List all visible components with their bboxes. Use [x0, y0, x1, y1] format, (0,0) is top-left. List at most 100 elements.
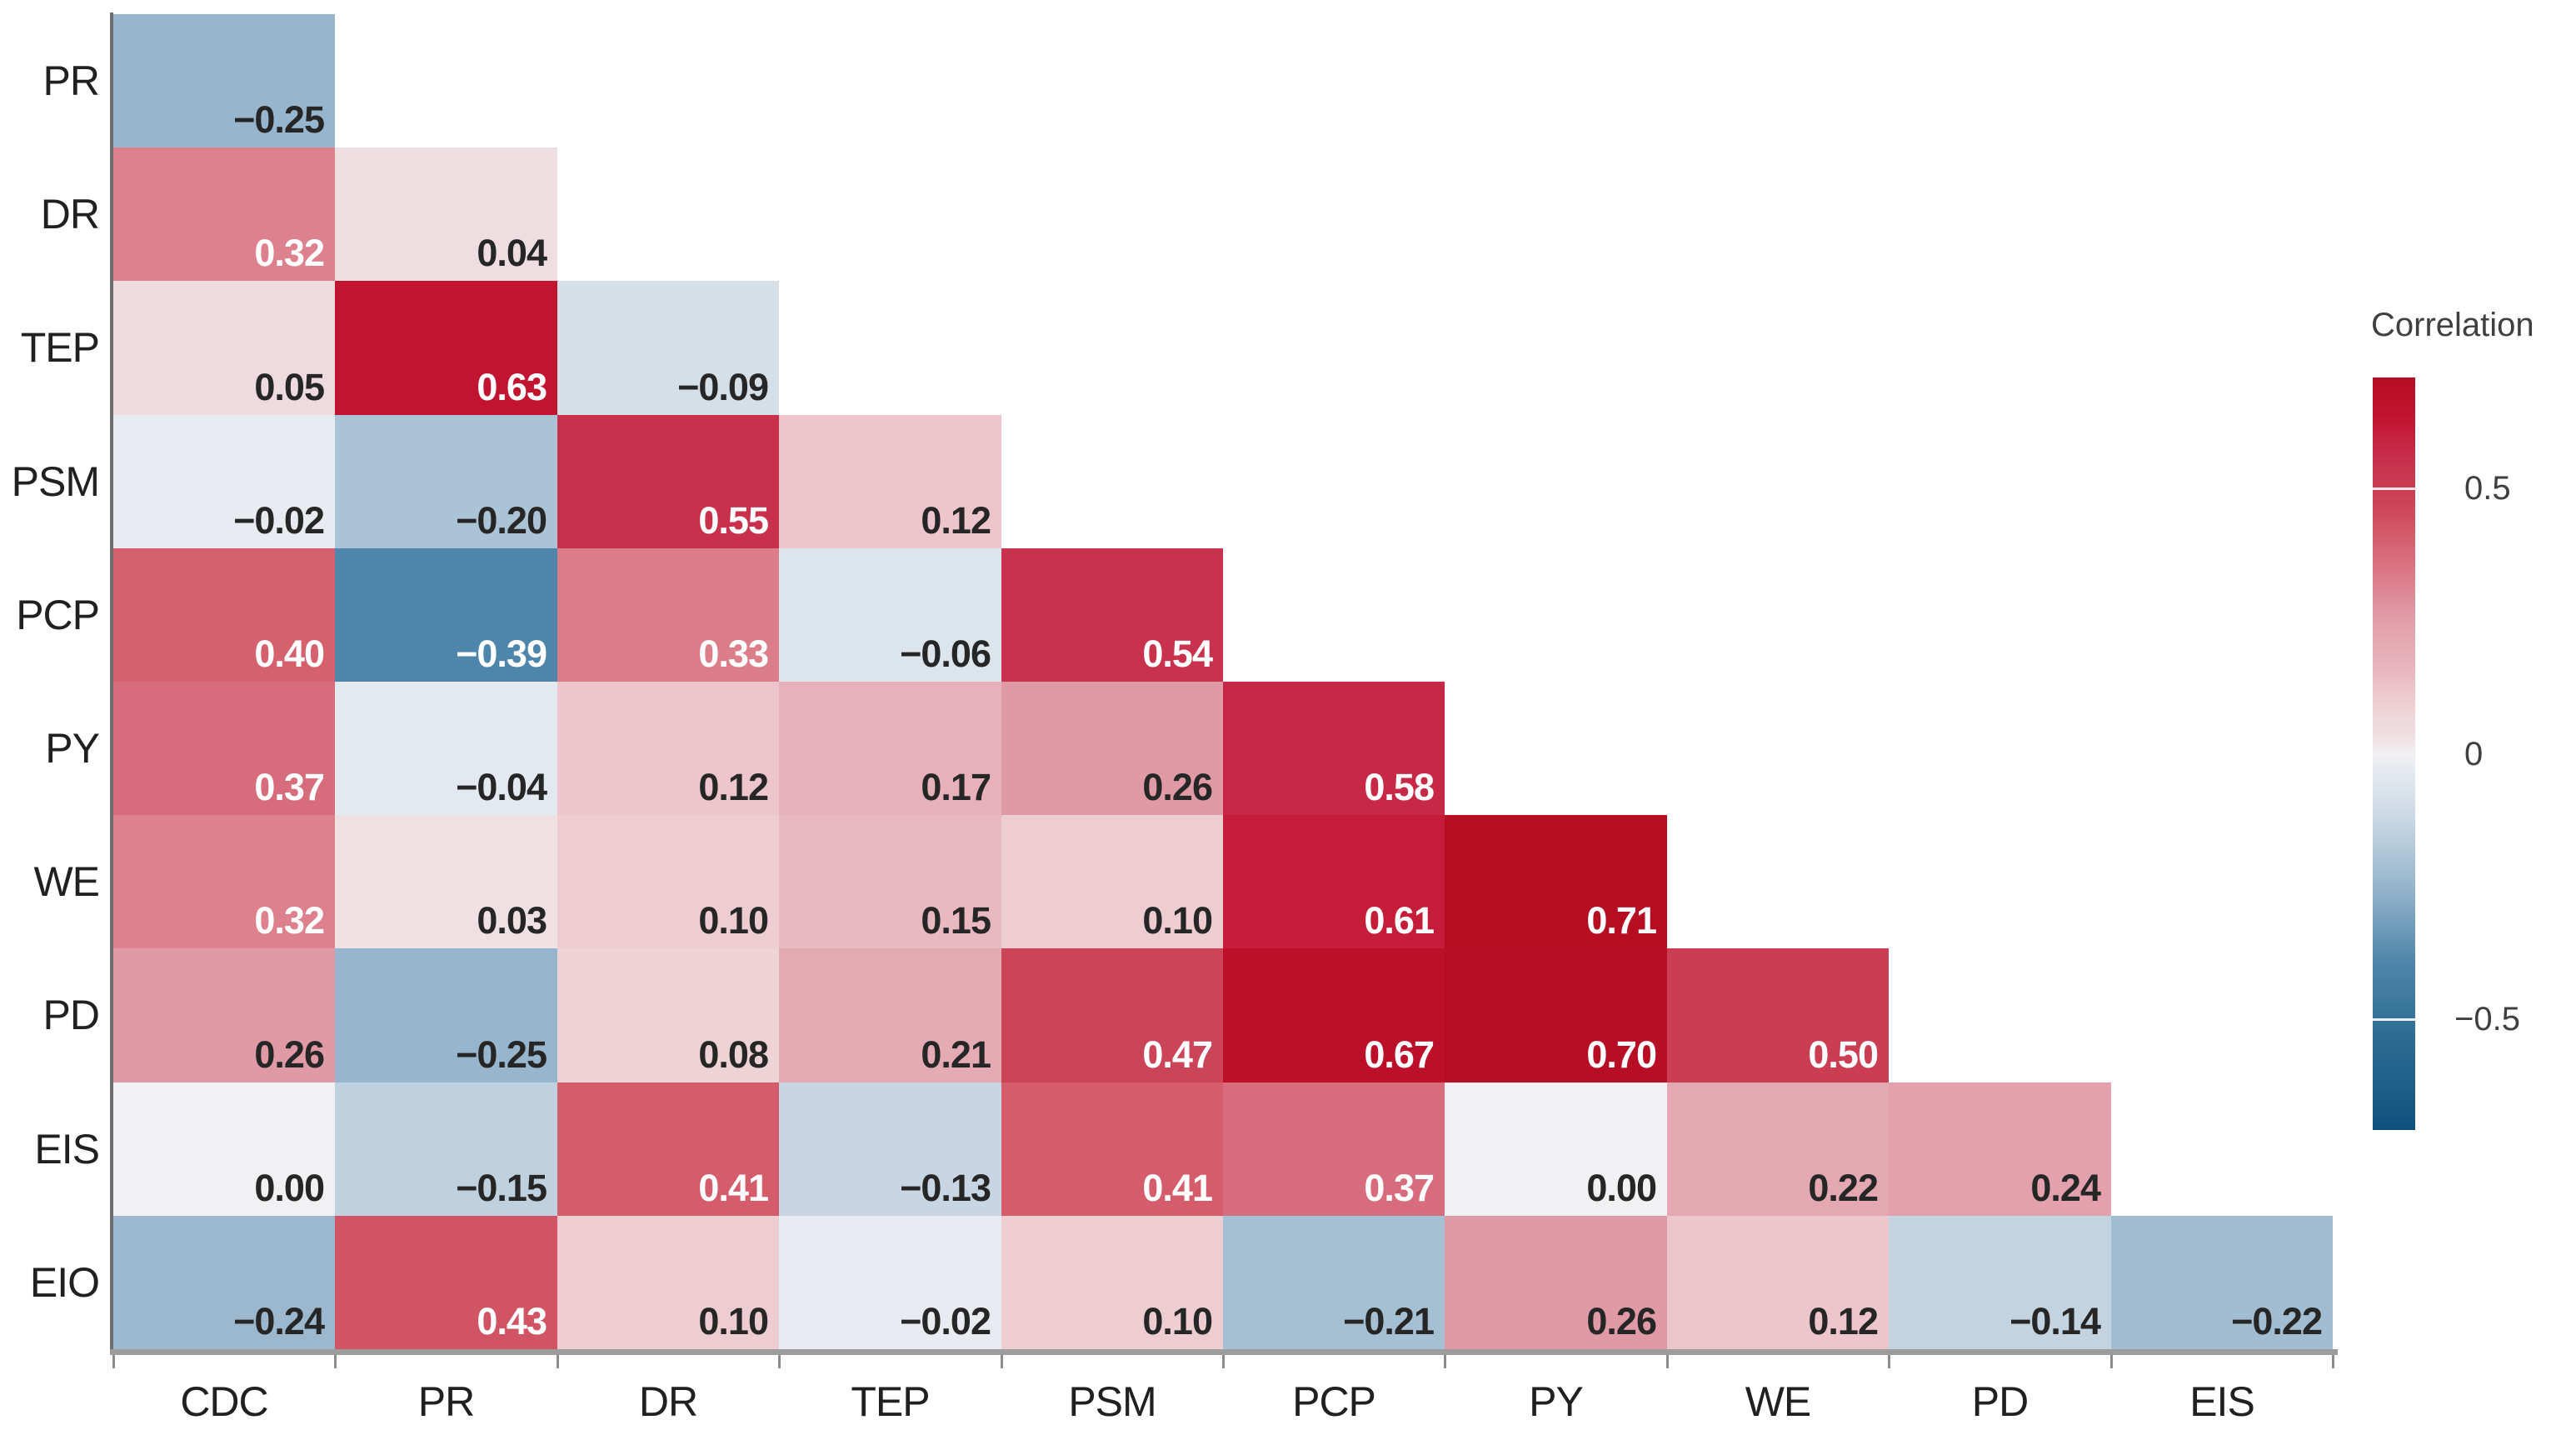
- heatmap-cell[interactable]: 0.32: [113, 815, 335, 948]
- heatmap-cell[interactable]: 0.10: [557, 1216, 779, 1349]
- heatmap-cell[interactable]: 0.05: [113, 281, 335, 415]
- heatmap-cell[interactable]: −0.09: [557, 281, 779, 415]
- col-label-cdc: CDC: [180, 1378, 268, 1425]
- row-label-we: WE: [33, 858, 100, 905]
- heatmap-cell[interactable]: −0.24: [113, 1216, 335, 1349]
- heatmap-cell[interactable]: 0.00: [1445, 1082, 1667, 1216]
- heatmap-cell[interactable]: 0.12: [779, 415, 1001, 548]
- x-axis-tick: [1444, 1355, 1446, 1368]
- heatmap-cell[interactable]: 0.50: [1667, 948, 1889, 1082]
- cell-value: 0.41: [1142, 1166, 1213, 1209]
- cell-value: −0.02: [233, 498, 325, 542]
- row-label-eio: EIO: [29, 1259, 100, 1306]
- heatmap-cell[interactable]: −0.15: [335, 1082, 557, 1216]
- cell-value: −0.13: [900, 1166, 991, 1209]
- row-label-eis: EIS: [34, 1126, 100, 1172]
- heatmap-cell[interactable]: 0.04: [335, 148, 557, 281]
- y-axis-line: [110, 12, 113, 1355]
- heatmap-cell[interactable]: 0.17: [779, 682, 1001, 815]
- cell-value: 0.24: [2030, 1166, 2101, 1209]
- heatmap-cell[interactable]: 0.03: [335, 815, 557, 948]
- row-label-py: PY: [45, 725, 100, 772]
- heatmap-cell[interactable]: 0.22: [1667, 1082, 1889, 1216]
- heatmap-cell[interactable]: 0.10: [557, 815, 779, 948]
- col-label-py: PY: [1529, 1378, 1584, 1425]
- cell-value: 0.37: [1364, 1166, 1435, 1209]
- x-axis-tick: [778, 1355, 781, 1368]
- heatmap-cell[interactable]: −0.14: [1889, 1216, 2111, 1349]
- heatmap-cell[interactable]: −0.06: [779, 548, 1001, 682]
- heatmap-cell[interactable]: 0.55: [557, 415, 779, 548]
- cell-value: −0.25: [233, 98, 325, 141]
- heatmap-cell[interactable]: 0.71: [1445, 815, 1667, 948]
- heatmap-cell[interactable]: 0.37: [113, 682, 335, 815]
- colorbar-gradient: [2373, 378, 2415, 1130]
- cell-value: 0.26: [1142, 765, 1213, 808]
- heatmap-cell[interactable]: 0.40: [113, 548, 335, 682]
- col-label-pr: PR: [417, 1378, 475, 1425]
- heatmap-cell[interactable]: −0.22: [2111, 1216, 2333, 1349]
- cell-value: −0.25: [456, 1032, 547, 1076]
- heatmap-cell[interactable]: −0.02: [779, 1216, 1001, 1349]
- cell-value: 0.03: [477, 898, 547, 942]
- heatmap-cell[interactable]: 0.41: [557, 1082, 779, 1216]
- cell-value: 0.63: [477, 365, 547, 408]
- heatmap-cell[interactable]: 0.61: [1223, 815, 1445, 948]
- heatmap-cell[interactable]: 0.63: [335, 281, 557, 415]
- cell-value: −0.14: [2009, 1299, 2101, 1342]
- heatmap-cell[interactable]: 0.33: [557, 548, 779, 682]
- cell-value: 0.71: [1586, 898, 1657, 942]
- heatmap-cell[interactable]: 0.47: [1001, 948, 1223, 1082]
- colorbar-tick-label: −0.5: [2454, 1001, 2520, 1038]
- cell-value: −0.15: [456, 1166, 547, 1209]
- cell-value: 0.10: [698, 898, 769, 942]
- heatmap-cell[interactable]: −0.21: [1223, 1216, 1445, 1349]
- x-axis-tick: [1001, 1355, 1003, 1368]
- cell-value: 0.12: [1808, 1299, 1879, 1342]
- heatmap-cell[interactable]: 0.43: [335, 1216, 557, 1349]
- heatmap-cell[interactable]: −0.13: [779, 1082, 1001, 1216]
- col-label-we: WE: [1745, 1378, 1812, 1425]
- heatmap-cell[interactable]: 0.15: [779, 815, 1001, 948]
- x-axis-tick: [1222, 1355, 1225, 1368]
- heatmap-cell[interactable]: 0.10: [1001, 815, 1223, 948]
- heatmap-cell[interactable]: 0.26: [1445, 1216, 1667, 1349]
- cell-value: −0.21: [1343, 1299, 1435, 1342]
- x-axis-tick: [334, 1355, 337, 1368]
- cell-value: 0.61: [1364, 898, 1435, 942]
- heatmap-cell[interactable]: 0.70: [1445, 948, 1667, 1082]
- cell-value: −0.24: [233, 1299, 325, 1342]
- heatmap-cell[interactable]: −0.25: [335, 948, 557, 1082]
- heatmap-cell[interactable]: −0.04: [335, 682, 557, 815]
- heatmap-cell[interactable]: 0.24: [1889, 1082, 2111, 1216]
- heatmap-cell[interactable]: 0.26: [113, 948, 335, 1082]
- heatmap-cell[interactable]: −0.20: [335, 415, 557, 548]
- heatmap-cell[interactable]: 0.10: [1001, 1216, 1223, 1349]
- cell-value: 0.58: [1364, 765, 1435, 808]
- cell-value: 0.70: [1586, 1032, 1657, 1076]
- heatmap-cell[interactable]: 0.12: [1667, 1216, 1889, 1349]
- heatmap-cell[interactable]: 0.26: [1001, 682, 1223, 815]
- heatmap-cell[interactable]: 0.67: [1223, 948, 1445, 1082]
- cell-value: 0.43: [477, 1299, 547, 1342]
- col-label-eis: EIS: [2189, 1378, 2255, 1425]
- cell-value: 0.08: [698, 1032, 769, 1076]
- heatmap-cell[interactable]: 0.00: [113, 1082, 335, 1216]
- heatmap-cell[interactable]: 0.54: [1001, 548, 1223, 682]
- heatmap-cell[interactable]: 0.08: [557, 948, 779, 1082]
- col-label-pcp: PCP: [1292, 1378, 1376, 1425]
- colorbar-tick-label: 0: [2464, 735, 2484, 772]
- heatmap-cell[interactable]: −0.39: [335, 548, 557, 682]
- heatmap-cell[interactable]: 0.32: [113, 148, 335, 281]
- cell-value: 0.55: [698, 498, 769, 542]
- heatmap-cell[interactable]: −0.02: [113, 415, 335, 548]
- heatmap-cell[interactable]: 0.37: [1223, 1082, 1445, 1216]
- heatmap-cell[interactable]: −0.25: [113, 14, 335, 148]
- heatmap-cell[interactable]: 0.41: [1001, 1082, 1223, 1216]
- cell-value: 0.00: [254, 1166, 325, 1209]
- heatmap-cell[interactable]: 0.58: [1223, 682, 1445, 815]
- heatmap-cell[interactable]: 0.12: [557, 682, 779, 815]
- cell-value: 0.21: [921, 1032, 991, 1076]
- x-axis-tick: [1666, 1355, 1669, 1368]
- heatmap-cell[interactable]: 0.21: [779, 948, 1001, 1082]
